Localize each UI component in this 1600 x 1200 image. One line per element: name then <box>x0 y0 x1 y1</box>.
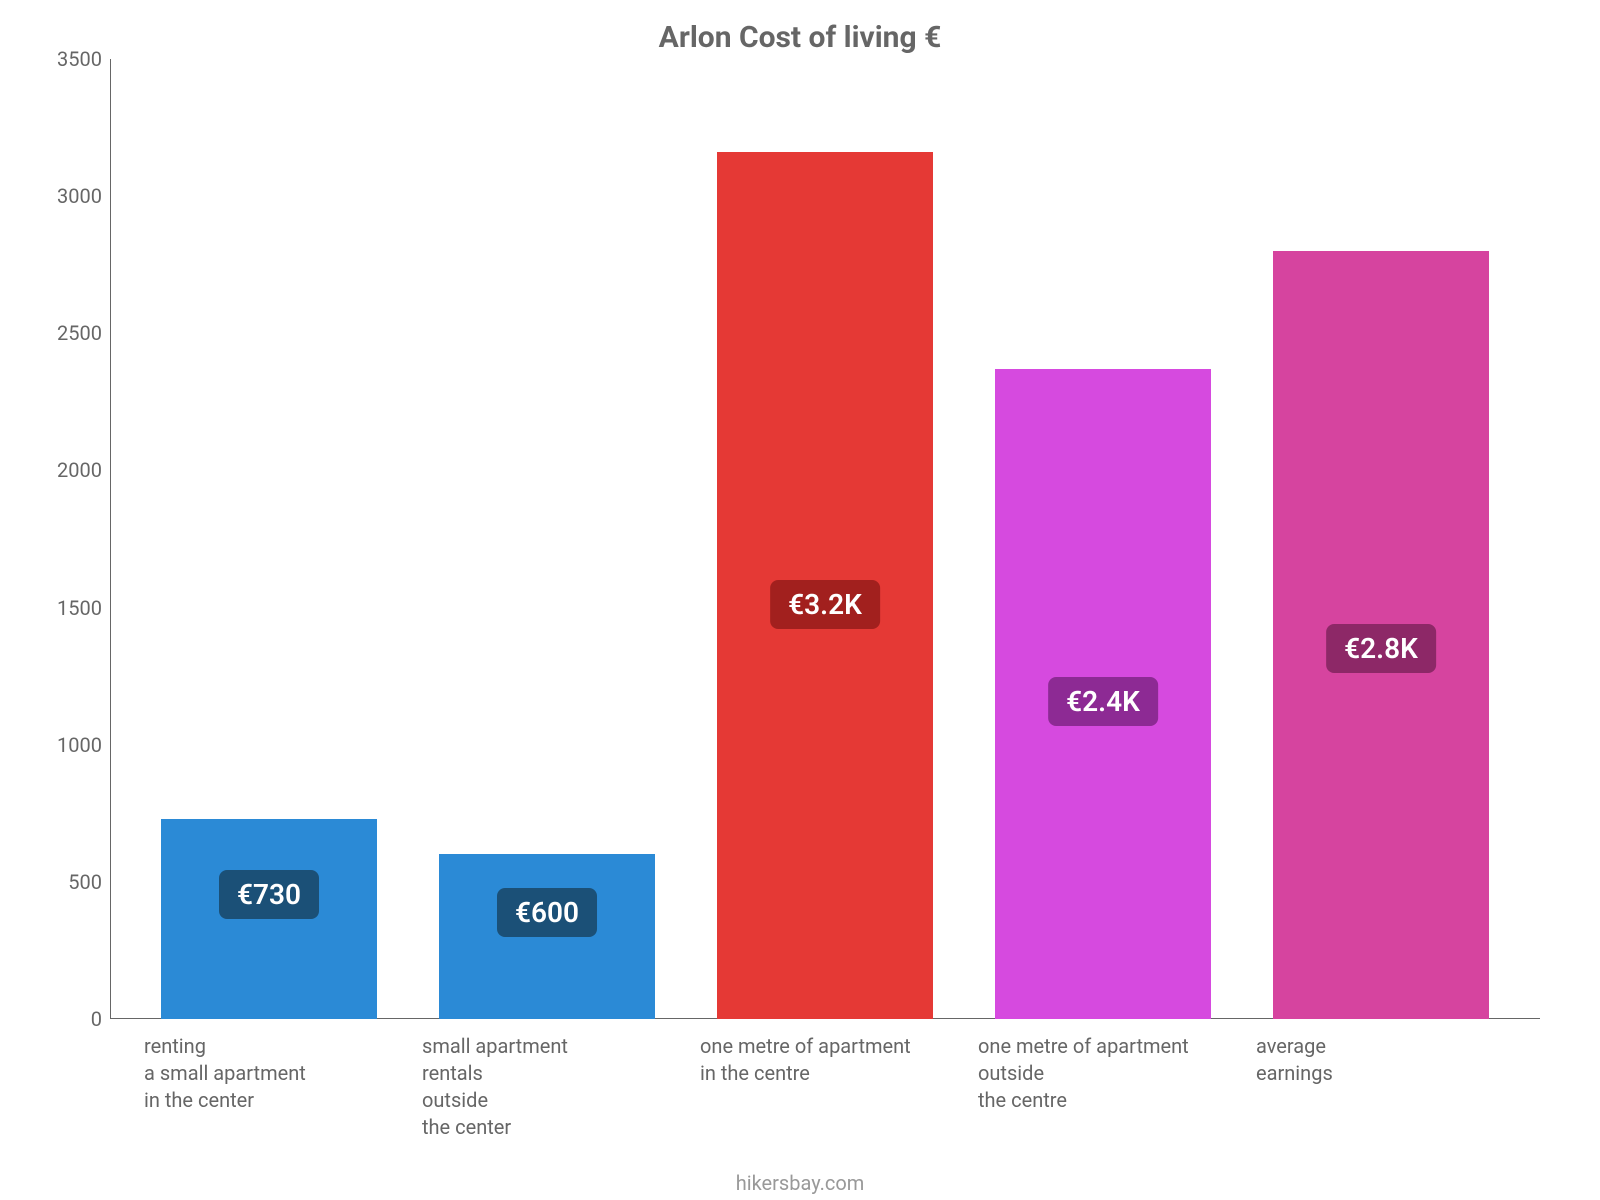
y-tick-label: 1000 <box>42 733 102 757</box>
y-tick-label: 2500 <box>42 321 102 345</box>
x-axis-label: small apartment rentals outside the cent… <box>408 1033 686 1141</box>
x-axis-label: renting a small apartment in the center <box>130 1033 408 1141</box>
x-axis-label: one metre of apartment outside the centr… <box>964 1033 1242 1141</box>
chart-title: Arlon Cost of living € <box>40 20 1560 55</box>
plot-area: 0500100015002000250030003500 €730€600€3.… <box>110 59 1540 1019</box>
bar-slot: €2.4K <box>964 59 1242 1019</box>
x-axis-label: average earnings <box>1242 1033 1520 1141</box>
bar-slot: €730 <box>130 59 408 1019</box>
bar-value-label: €730 <box>219 870 319 919</box>
x-axis-label: one metre of apartment in the centre <box>686 1033 964 1141</box>
chart-container: Arlon Cost of living € 0 500 1000 1500 2000 2… <box>0 0 1600 1200</box>
bar-slot: €3.2K <box>686 59 964 1019</box>
y-tick-label: 2000 <box>42 458 102 482</box>
bar-value-label: €2.4K <box>1048 677 1158 726</box>
bar-value-label: €2.8K <box>1326 624 1436 673</box>
bar-slot: €600 <box>408 59 686 1019</box>
bar: €2.8K <box>1273 251 1490 1019</box>
bars-group: €730 €600 €3.2K €2.4K €2.8K <box>110 59 1540 1019</box>
bar: €3.2K <box>717 152 934 1019</box>
x-axis-labels: renting a small apartment in the centers… <box>110 1019 1540 1141</box>
bar: €2.4K <box>995 369 1212 1019</box>
y-tick-label: 3500 <box>42 47 102 71</box>
chart-footer: hikersbay.com <box>40 1171 1560 1195</box>
y-tick-label: 500 <box>42 870 102 894</box>
bar: €600 <box>439 854 656 1019</box>
y-tick-label: 0 <box>42 1007 102 1031</box>
y-tick-label: 1500 <box>42 596 102 620</box>
bar: €730 <box>161 819 378 1019</box>
bar-slot: €2.8K <box>1242 59 1520 1019</box>
y-axis: 0500100015002000250030003500 <box>40 59 110 1019</box>
y-tick-label: 3000 <box>42 184 102 208</box>
bar-value-label: €600 <box>497 888 597 937</box>
bar-value-label: €3.2K <box>770 580 880 629</box>
